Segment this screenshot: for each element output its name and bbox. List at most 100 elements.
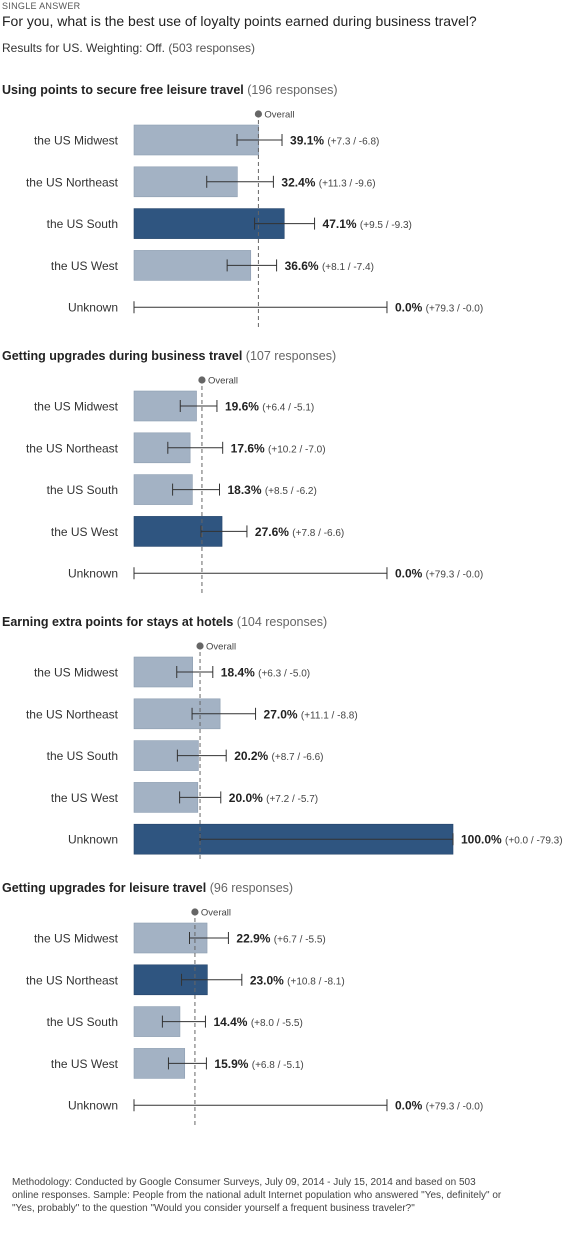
- value-percent: 27.0%: [264, 707, 301, 721]
- overall-marker: [191, 908, 199, 916]
- value-label: 100.0% (+0.0 / -79.3): [461, 833, 563, 847]
- section-responses: (104 responses): [237, 615, 327, 629]
- value-error-range: (+0.0 / -79.3): [505, 836, 563, 847]
- results-subline: Results for US. Weighting: Off. (503 res…: [2, 41, 255, 55]
- chart-area: Using points to secure free leisure trav…: [2, 83, 563, 1128]
- section-responses: (96 responses): [210, 881, 293, 895]
- value-percent: 100.0%: [461, 833, 505, 847]
- value-percent: 20.2%: [234, 749, 271, 763]
- value-label: 32.4% (+11.3 / -9.6): [281, 175, 375, 189]
- category-label: Unknown: [68, 301, 118, 315]
- category-label: the US Midwest: [34, 400, 119, 414]
- section-title: Using points to secure free leisure trav…: [2, 83, 338, 97]
- section-title-label: Getting upgrades for leisure travel: [2, 881, 210, 895]
- overall-marker: [254, 110, 263, 118]
- overall-label: Overall: [206, 642, 236, 653]
- value-label: 39.1% (+7.3 / -6.8): [290, 134, 379, 148]
- category-label: the US West: [51, 1057, 119, 1071]
- overall-marker: [198, 376, 206, 384]
- value-label: 27.0% (+11.1 / -8.8): [264, 707, 358, 721]
- value-label: 19.6% (+6.4 / -5.1): [225, 400, 314, 414]
- category-label: the US West: [51, 791, 119, 805]
- survey-question: For you, what is the best use of loyalty…: [2, 13, 477, 29]
- value-label: 22.9% (+6.7 / -5.5): [236, 932, 325, 946]
- category-label: the US Northeast: [26, 707, 119, 721]
- value-error-range: (+7.2 / -5.7): [266, 794, 318, 805]
- value-label: 18.3% (+8.5 / -6.2): [227, 483, 316, 497]
- category-label: the US South: [47, 749, 118, 763]
- section-title: Getting upgrades for leisure travel (96 …: [2, 881, 293, 895]
- overall-label: Overall: [264, 110, 294, 121]
- section-title: Earning extra points for stays at hotels…: [2, 615, 327, 629]
- value-percent: 22.9%: [236, 932, 273, 946]
- value-label: 15.9% (+6.8 / -5.1): [214, 1057, 303, 1071]
- value-label: 27.6% (+7.8 / -6.6): [255, 525, 344, 539]
- value-percent: 32.4%: [281, 175, 318, 189]
- survey-kicker: SINGLE ANSWER: [2, 1, 81, 11]
- category-label: the US Midwest: [34, 134, 119, 148]
- category-label: the US Midwest: [34, 932, 119, 946]
- overall-marker: [196, 642, 204, 650]
- value-error-range: (+11.3 / -9.6): [319, 178, 376, 189]
- value-label: 17.6% (+10.2 / -7.0): [231, 441, 326, 455]
- value-error-range: (+7.3 / -6.8): [327, 137, 379, 148]
- value-error-range: (+9.5 / -9.3): [360, 220, 412, 231]
- value-label: 0.0% (+79.3 / -0.0): [395, 1099, 483, 1113]
- value-error-range: (+10.2 / -7.0): [268, 444, 326, 455]
- value-percent: 0.0%: [395, 567, 426, 581]
- value-percent: 0.0%: [395, 301, 426, 315]
- section-responses: (107 responses): [246, 349, 336, 363]
- value-label: 47.1% (+9.5 / -9.3): [323, 217, 412, 231]
- value-percent: 18.3%: [227, 483, 264, 497]
- value-label: 18.4% (+6.3 / -5.0): [221, 666, 310, 680]
- value-percent: 36.6%: [285, 259, 322, 273]
- category-label: the US South: [47, 1015, 118, 1029]
- category-label: the US Northeast: [26, 441, 119, 455]
- overall-label: Overall: [201, 908, 231, 919]
- value-error-range: (+79.3 / -0.0): [426, 570, 484, 581]
- category-label: the US South: [47, 483, 118, 497]
- value-error-range: (+6.8 / -5.1): [252, 1060, 304, 1071]
- category-label: Unknown: [68, 833, 118, 847]
- value-label: 0.0% (+79.3 / -0.0): [395, 301, 483, 315]
- value-error-range: (+8.1 / -7.4): [322, 262, 374, 273]
- section-responses: (196 responses): [247, 83, 337, 97]
- value-percent: 14.4%: [213, 1015, 250, 1029]
- value-error-range: (+6.3 / -5.0): [258, 669, 310, 680]
- value-percent: 27.6%: [255, 525, 292, 539]
- bar: [133, 1048, 186, 1079]
- category-label: the US Midwest: [34, 666, 119, 680]
- overall-label: Overall: [208, 376, 238, 387]
- section-title-label: Getting upgrades during business travel: [2, 349, 246, 363]
- section-title-label: Using points to secure free leisure trav…: [2, 83, 247, 97]
- value-error-range: (+10.8 / -8.1): [287, 976, 345, 987]
- category-label: the US Northeast: [26, 175, 119, 189]
- category-label: the US West: [51, 259, 119, 273]
- value-error-range: (+79.3 / -0.0): [426, 304, 484, 315]
- value-error-range: (+6.4 / -5.1): [262, 403, 314, 414]
- section-title-label: Earning extra points for stays at hotels: [2, 615, 237, 629]
- category-label: the US South: [47, 217, 118, 231]
- total-responses: (503 responses): [168, 41, 256, 55]
- value-percent: 18.4%: [221, 666, 258, 680]
- value-error-range: (+79.3 / -0.0): [426, 1102, 484, 1113]
- value-percent: 15.9%: [214, 1057, 251, 1071]
- value-percent: 23.0%: [250, 973, 287, 987]
- value-label: 23.0% (+10.8 / -8.1): [250, 973, 345, 987]
- category-label: the US Northeast: [26, 973, 119, 987]
- value-error-range: (+6.7 / -5.5): [274, 935, 326, 946]
- category-label: Unknown: [68, 1099, 118, 1113]
- value-error-range: (+8.5 / -6.2): [265, 486, 317, 497]
- value-label: 0.0% (+79.3 / -0.0): [395, 567, 483, 581]
- value-percent: 0.0%: [395, 1099, 426, 1113]
- category-label: Unknown: [68, 567, 118, 581]
- value-error-range: (+7.8 / -6.6): [292, 528, 344, 539]
- section-title: Getting upgrades during business travel …: [2, 349, 336, 363]
- category-label: the US West: [51, 525, 119, 539]
- value-percent: 20.0%: [229, 791, 266, 805]
- value-error-range: (+8.7 / -6.6): [272, 752, 324, 763]
- value-label: 20.2% (+8.7 / -6.6): [234, 749, 323, 763]
- value-label: 20.0% (+7.2 / -5.7): [229, 791, 318, 805]
- value-label: 14.4% (+8.0 / -5.5): [213, 1015, 302, 1029]
- value-percent: 47.1%: [323, 217, 360, 231]
